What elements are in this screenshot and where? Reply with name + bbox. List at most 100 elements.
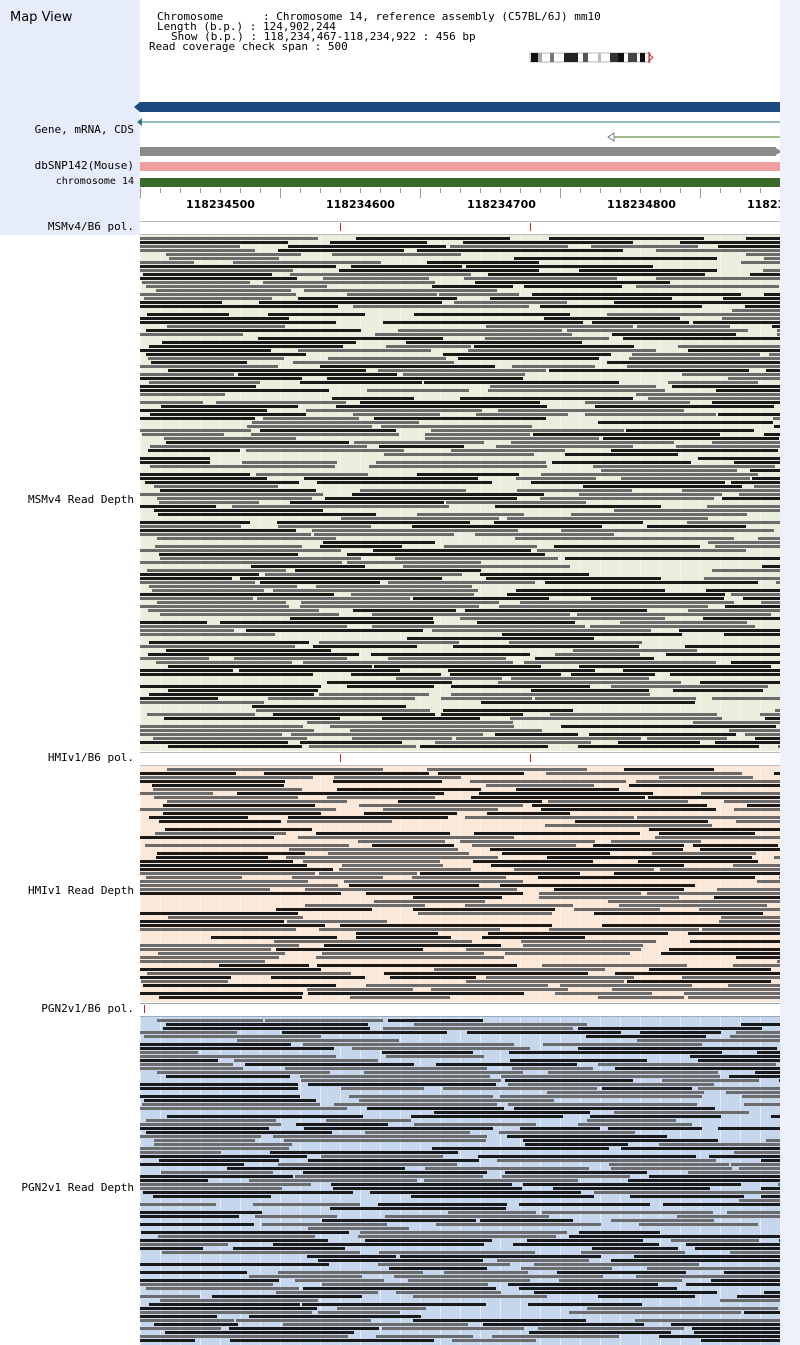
read-bar bbox=[764, 257, 780, 260]
read-bar bbox=[158, 952, 285, 955]
read-bar bbox=[700, 681, 780, 684]
grid-line bbox=[600, 1017, 601, 1345]
pgn-read-depth-panel[interactable] bbox=[140, 1017, 780, 1345]
read-bar bbox=[146, 1287, 299, 1290]
read-bar bbox=[722, 497, 780, 500]
read-bar bbox=[379, 1251, 535, 1254]
read-bar bbox=[383, 1027, 573, 1030]
read-bar bbox=[769, 353, 780, 356]
read-bar bbox=[140, 477, 267, 480]
grid-line bbox=[480, 766, 481, 1002]
read-bar bbox=[593, 844, 684, 847]
axis-tick bbox=[400, 188, 401, 193]
chromosome-bar[interactable] bbox=[140, 178, 780, 187]
length-value: 124,902,244 bbox=[262, 20, 336, 33]
polymorphism-mark[interactable] bbox=[340, 754, 341, 762]
read-bar bbox=[435, 741, 591, 744]
read-bar bbox=[628, 1179, 780, 1182]
right-margin bbox=[780, 0, 800, 1345]
read-bar bbox=[140, 776, 313, 779]
read-bar bbox=[746, 253, 780, 256]
read-bar bbox=[333, 1187, 522, 1190]
dbsnp-track-label: dbSNP142(Mouse) bbox=[34, 159, 134, 172]
read-bar bbox=[220, 621, 434, 624]
coordinate-axis: 118234500 118234600 118234700 118234800 … bbox=[140, 188, 800, 220]
read-bar bbox=[698, 1087, 780, 1090]
read-bar bbox=[492, 1335, 619, 1338]
read-bar bbox=[308, 1083, 496, 1086]
polymorphism-mark[interactable] bbox=[340, 223, 341, 231]
hmi-pol-track[interactable] bbox=[140, 752, 780, 766]
read-bar bbox=[712, 441, 780, 444]
read-bar bbox=[512, 365, 595, 368]
read-bar bbox=[742, 1095, 780, 1098]
read-bar bbox=[140, 792, 213, 795]
read-bar bbox=[140, 645, 295, 648]
read-bar bbox=[365, 1131, 470, 1134]
read-bar bbox=[252, 421, 419, 424]
grid-line bbox=[620, 1017, 621, 1345]
read-bar bbox=[608, 1127, 702, 1130]
pgn-pol-track[interactable] bbox=[140, 1003, 780, 1017]
read-bar bbox=[140, 1315, 217, 1318]
read-bar bbox=[731, 481, 780, 484]
read-bar bbox=[669, 948, 780, 951]
read-bar bbox=[145, 481, 299, 484]
read-bar bbox=[273, 713, 435, 716]
read-bar bbox=[688, 349, 780, 352]
read-bar bbox=[509, 641, 642, 644]
read-bar bbox=[451, 693, 650, 696]
read-bar bbox=[140, 241, 288, 244]
read-bar bbox=[623, 669, 780, 672]
read-bar bbox=[678, 345, 780, 348]
read-bar bbox=[140, 1335, 348, 1338]
read-bar bbox=[505, 1171, 647, 1174]
read-bar bbox=[611, 1259, 780, 1262]
read-bar bbox=[499, 605, 708, 608]
read-bar bbox=[140, 1239, 328, 1242]
dbsnp-bar[interactable] bbox=[140, 162, 780, 171]
chromosome-ideogram[interactable] bbox=[528, 52, 656, 63]
read-bar bbox=[715, 741, 780, 744]
read-bar bbox=[320, 365, 495, 368]
read-bar bbox=[140, 577, 232, 580]
axis-tick bbox=[220, 188, 221, 193]
read-bar bbox=[537, 549, 746, 552]
read-bar bbox=[531, 481, 725, 484]
polymorphism-mark[interactable] bbox=[530, 223, 531, 231]
gene-track[interactable] bbox=[134, 100, 780, 160]
read-bar bbox=[140, 880, 308, 883]
read-bar bbox=[726, 1091, 780, 1094]
read-bar bbox=[157, 1019, 263, 1022]
polymorphism-mark[interactable] bbox=[530, 754, 531, 762]
polymorphism-mark[interactable] bbox=[144, 1005, 145, 1013]
read-bar bbox=[157, 537, 336, 540]
axis-tick bbox=[240, 188, 241, 193]
read-bar bbox=[450, 673, 561, 676]
read-bar bbox=[158, 1235, 315, 1238]
read-bar bbox=[388, 581, 535, 584]
grid-line bbox=[740, 766, 741, 1002]
read-bar bbox=[688, 932, 780, 935]
read-bar bbox=[140, 1107, 347, 1110]
read-bar bbox=[663, 1203, 780, 1206]
axis-tick bbox=[620, 188, 621, 193]
hmi-read-depth-panel[interactable] bbox=[140, 766, 780, 1002]
msm-read-depth-panel[interactable] bbox=[140, 235, 780, 751]
read-bar bbox=[761, 1187, 780, 1190]
read-bar bbox=[396, 1291, 501, 1294]
read-bar bbox=[581, 1251, 685, 1254]
read-bar bbox=[140, 860, 293, 863]
read-bar bbox=[758, 537, 780, 540]
msm-pol-track[interactable] bbox=[140, 221, 780, 235]
axis-tick bbox=[260, 188, 261, 193]
read-bar bbox=[341, 517, 499, 520]
read-bar bbox=[140, 1063, 233, 1066]
read-bar bbox=[371, 653, 530, 656]
read-bar bbox=[316, 956, 504, 959]
read-bar bbox=[569, 1235, 780, 1238]
read-bar bbox=[149, 816, 248, 819]
read-bar bbox=[698, 1059, 780, 1062]
read-bar bbox=[413, 1319, 586, 1322]
axis-tick bbox=[540, 188, 541, 193]
